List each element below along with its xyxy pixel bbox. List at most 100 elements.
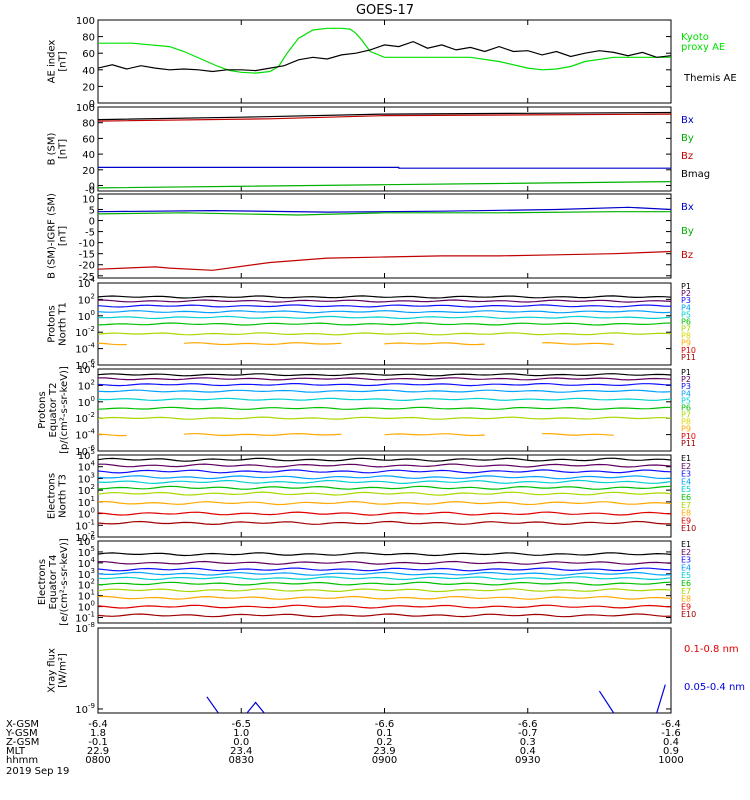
legend-p1: P1 xyxy=(681,282,691,291)
x-row-value: 1.8 xyxy=(90,728,106,739)
legend-p10: P10 xyxy=(681,346,696,355)
series-line-p9 xyxy=(183,432,342,436)
y-tick-label: 103 xyxy=(78,471,95,485)
legend-bmag: Bmag xyxy=(681,169,710,180)
x-row-value: 0930 xyxy=(515,755,540,766)
legend-p7: P7 xyxy=(681,325,691,334)
series-line-p9 xyxy=(384,342,485,346)
y-axis-label: Equator T2 xyxy=(48,383,59,438)
y-tick-label: 10 xyxy=(82,194,95,205)
y-tick-label: 10-2 xyxy=(75,325,95,339)
y-tick-label: 10-1 xyxy=(75,518,95,532)
legend-p8: P8 xyxy=(681,418,691,427)
y-tick-label: 10-2 xyxy=(75,411,95,425)
y-axis-label: [nT] xyxy=(58,226,69,246)
legend-p6: P6 xyxy=(681,317,691,326)
x-row-value: 0.4 xyxy=(663,737,679,748)
legend-bz: Bz xyxy=(681,151,693,162)
series-line-p9 xyxy=(542,432,614,436)
series-line-e9 xyxy=(98,511,671,516)
series-line-p5 xyxy=(98,397,671,402)
legend-themis: Themis AE xyxy=(683,73,737,84)
y-tick-label: 10-4 xyxy=(75,428,95,442)
legend-kyoto: Kyoto xyxy=(681,32,709,43)
y-tick-label: 105 xyxy=(78,448,95,462)
x-row-label: X-GSM xyxy=(6,719,39,730)
y-tick-label: 10-4 xyxy=(75,342,95,356)
series-line-p4 xyxy=(98,310,671,314)
y-axis-label: [nT] xyxy=(58,51,69,71)
series-line-p9 xyxy=(542,341,614,345)
legend-by: By xyxy=(681,226,694,237)
series-line-0-05-0-4-nm xyxy=(246,701,265,713)
legend-e5: E5 xyxy=(681,571,691,580)
series-line-p9 xyxy=(384,433,485,437)
x-row-value: -6.5 xyxy=(231,719,251,730)
x-row-value: 0.1 xyxy=(377,728,393,739)
y-tick-label: 101 xyxy=(78,589,95,603)
x-row-value: 0.4 xyxy=(520,746,536,757)
series-line-e1 xyxy=(98,457,671,462)
y-tick-label: 104 xyxy=(78,362,96,376)
y-tick-label: -0 xyxy=(85,185,95,196)
series-line-e10 xyxy=(98,520,671,526)
y-tick-label: -10 xyxy=(79,239,95,250)
x-row-value: 23.9 xyxy=(373,746,395,757)
plot-area xyxy=(98,552,671,618)
y-tick-label: 0 xyxy=(89,217,95,228)
series-line-e6 xyxy=(98,581,671,586)
legend-e2: E2 xyxy=(681,548,691,557)
series-line-e5 xyxy=(98,479,671,485)
series-line-p4 xyxy=(98,389,671,393)
series-line-p6 xyxy=(98,406,671,410)
y-tick-label: 100 xyxy=(78,507,95,521)
y-tick-label: 104 xyxy=(78,460,96,474)
legend-p9: P9 xyxy=(681,425,691,434)
x-row-value: 1.0 xyxy=(233,728,249,739)
legend-by: By xyxy=(681,133,694,144)
legend-bx: Bx xyxy=(681,202,694,213)
y-tick-label: 5 xyxy=(89,205,95,216)
y-tick-label: 20 xyxy=(82,82,95,93)
y-tick-label: 60 xyxy=(82,134,95,145)
legend-kyoto: proxy AE xyxy=(681,42,725,53)
y-axis-label: Equator T4 xyxy=(48,555,59,610)
series-line-0-05-0-4-nm xyxy=(656,684,666,713)
y-tick-label: 10-6 xyxy=(75,444,95,458)
y-tick-label: 100 xyxy=(78,600,95,614)
y-tick-label: 60 xyxy=(82,49,95,60)
y-axis-label: [e/(cm²-s-sr-keV)] xyxy=(59,538,70,626)
y-tick-label: 105 xyxy=(78,545,95,559)
legend-e3: E3 xyxy=(681,470,691,479)
y-tick-label: 80 xyxy=(82,33,95,44)
date-label: 2019 Sep 19 xyxy=(6,766,69,777)
x-row-value: 0900 xyxy=(372,755,397,766)
legend-e9: E9 xyxy=(681,516,691,525)
series-line-p2 xyxy=(98,377,671,381)
y-axis-label: [p/(cm²-s-sr-keV)] xyxy=(59,366,70,454)
series-line-p6 xyxy=(98,322,671,326)
legend-e6: E6 xyxy=(681,493,691,502)
legend-p3: P3 xyxy=(681,296,691,305)
x-row-value: -6.4 xyxy=(661,719,681,730)
x-row-value: 0800 xyxy=(85,755,110,766)
legend-p4: P4 xyxy=(681,303,691,312)
legend-bz: Bz xyxy=(681,250,693,261)
plot-area xyxy=(98,373,671,437)
y-axis-label: [W/m²] xyxy=(58,653,69,688)
legend-bx: Bx xyxy=(681,115,694,126)
y-tick-label: 80 xyxy=(82,119,95,130)
x-row-value: 0.9 xyxy=(663,746,679,757)
legend-p2: P2 xyxy=(681,289,691,298)
series-line-by xyxy=(98,181,671,189)
series-line-themis-ae xyxy=(98,40,671,73)
x-row-value: -0.7 xyxy=(518,728,538,739)
y-tick-label: -25 xyxy=(79,272,95,283)
series-line-p3 xyxy=(98,304,671,308)
series-line-p9 xyxy=(183,342,342,346)
y-tick-label: 101 xyxy=(78,495,95,509)
legend-e8: E8 xyxy=(681,509,691,518)
